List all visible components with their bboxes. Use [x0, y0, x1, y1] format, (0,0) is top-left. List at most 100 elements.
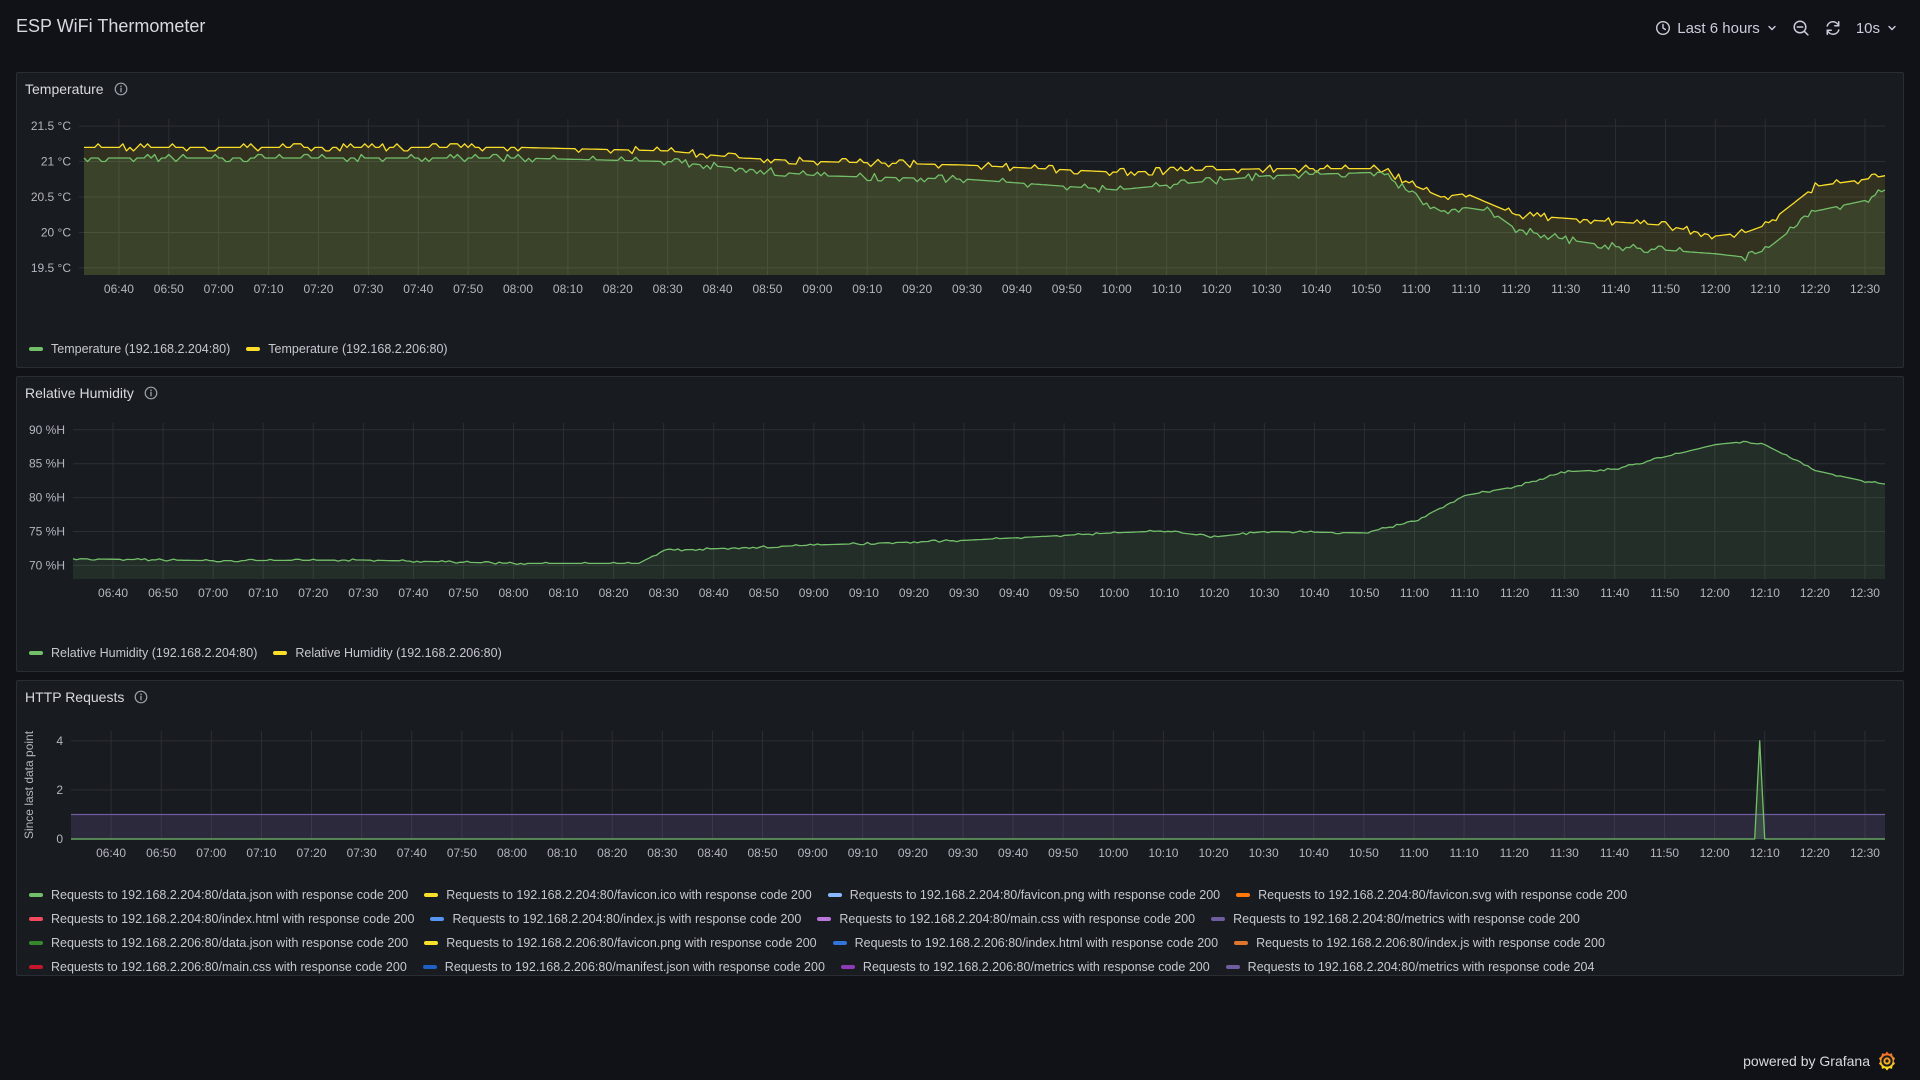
- legend-label: Requests to 192.168.2.206:80/index.html …: [854, 936, 1219, 950]
- legend-item[interactable]: Requests to 192.168.2.204:80/favicon.ico…: [424, 888, 812, 902]
- series-line[interactable]: [71, 740, 1885, 840]
- x-tick-label: 06:50: [146, 846, 176, 860]
- x-tick-label: 09:30: [948, 846, 978, 860]
- panel-title-bar[interactable]: HTTP Requests: [25, 689, 148, 705]
- x-tick-label: 12:00: [1700, 846, 1730, 860]
- x-tick-label: 09:20: [898, 846, 928, 860]
- legend-color-swatch: [827, 893, 842, 897]
- temperature-panel: Temperature 21.5 °C 21 °C 20.5 °C 20 °C 19.5…: [16, 72, 1904, 368]
- x-tick-label: 11:50: [1650, 586, 1679, 600]
- series-line[interactable]: [72, 440, 1886, 566]
- humidity-chart[interactable]: 90 %H 85 %H 80 %H 75 %H 70 %H 06:40 06:50 07:00…: [17, 403, 1903, 673]
- info-icon[interactable]: [114, 82, 128, 96]
- y-tick-label: 4: [56, 734, 63, 748]
- legend-color-swatch: [246, 347, 261, 351]
- legend-item[interactable]: Relative Humidity (192.168.2.206:80): [273, 646, 502, 660]
- legend-item[interactable]: Requests to 192.168.2.206:80/manifest.js…: [422, 960, 825, 974]
- panel-title: Relative Humidity: [25, 385, 134, 401]
- legend-item[interactable]: Relative Humidity (192.168.2.204:80): [29, 646, 257, 660]
- temperature-chart[interactable]: 21.5 °C 21 °C 20.5 °C 20 °C 19.5 °C 06:40 06:5…: [17, 99, 1903, 369]
- series-line[interactable]: [83, 153, 1886, 262]
- refresh-interval-picker[interactable]: 10s: [1856, 14, 1898, 42]
- legend-item[interactable]: Requests to 192.168.2.204:80/favicon.svg…: [1236, 888, 1627, 902]
- legend-item[interactable]: Requests to 192.168.2.204:80/metrics wit…: [1211, 912, 1580, 926]
- legend-item[interactable]: Requests to 192.168.2.206:80/index.html …: [832, 936, 1219, 950]
- x-tick-label: 12:10: [1750, 586, 1780, 600]
- x-tick-label: 09:20: [899, 586, 929, 600]
- refresh-icon: [1826, 21, 1840, 35]
- legend-color-swatch: [29, 917, 43, 921]
- y-tick-label: 90 %H: [29, 423, 65, 437]
- x-tick-label: 10:40: [1299, 846, 1329, 860]
- x-tick-label: 09:40: [999, 586, 1029, 600]
- legend-color-swatch: [29, 965, 43, 969]
- dashboard-header: ESP WiFi Thermometer Last 6 hours 10s: [0, 0, 1920, 56]
- x-tick-label: 07:50: [448, 586, 478, 600]
- time-range-picker[interactable]: Last 6 hours: [1655, 14, 1778, 42]
- x-tick-label: 11:00: [1400, 586, 1429, 600]
- panel-title-bar[interactable]: Temperature: [25, 81, 128, 97]
- legend-item[interactable]: Requests to 192.168.2.204:80/index.js wi…: [430, 912, 801, 926]
- humidity-panel: Relative Humidity 90 %H 85 %H 80 %H 75 %H 70…: [16, 376, 1904, 672]
- legend-color-swatch: [832, 941, 847, 945]
- legend-item[interactable]: Requests to 192.168.2.206:80/metrics wit…: [840, 960, 1210, 974]
- x-tick-label: 11:20: [1500, 846, 1529, 860]
- x-tick-label: 10:30: [1249, 846, 1279, 860]
- http-requests-panel: HTTP Requests 4 2 0 06:40 06:50 07:00 07:10 07:…: [16, 680, 1904, 976]
- legend-label: Requests to 192.168.2.206:80/index.js wi…: [1256, 936, 1605, 950]
- x-tick-label: 11:10: [1451, 282, 1480, 296]
- x-tick-label: 10:20: [1201, 282, 1231, 296]
- legend-item[interactable]: Requests to 192.168.2.204:80/data.json w…: [29, 888, 408, 902]
- series-area: [84, 154, 1885, 275]
- dashboard-title: ESP WiFi Thermometer: [16, 16, 206, 36]
- x-tick-label: 11:30: [1550, 586, 1579, 600]
- legend-item[interactable]: Requests to 192.168.2.206:80/data.json w…: [29, 936, 408, 950]
- x-tick-label: 11:00: [1401, 282, 1430, 296]
- x-tick-label: 10:00: [1098, 846, 1128, 860]
- chevron-down-icon: [1888, 25, 1896, 31]
- legend-color-swatch: [1211, 917, 1226, 921]
- legend-item[interactable]: Temperature (192.168.2.206:80): [246, 342, 448, 356]
- legend-item[interactable]: Requests to 192.168.2.204:80/favicon.png…: [827, 888, 1220, 902]
- x-tick-label: 11:20: [1500, 586, 1529, 600]
- legend-item[interactable]: Requests to 192.168.2.206:80/main.css wi…: [29, 960, 407, 974]
- legend-item[interactable]: Requests to 192.168.2.204:80/main.css wi…: [817, 912, 1195, 926]
- legend-item[interactable]: Requests to 192.168.2.204:80/index.html …: [29, 912, 414, 926]
- x-tick-label: 11:40: [1600, 586, 1629, 600]
- legend-row: Requests to 192.168.2.204:80/data.json w…: [29, 883, 1627, 907]
- x-tick-label: 07:10: [254, 282, 284, 296]
- y-tick-label: 20 °C: [41, 225, 71, 239]
- footer: powered by Grafana: [1743, 1050, 1898, 1072]
- refresh-button[interactable]: [1824, 14, 1842, 42]
- y-tick-label: 19.5 °C: [31, 261, 71, 275]
- y-tick-label: 70 %H: [29, 558, 65, 572]
- http-requests-legend[interactable]: Requests to 192.168.2.204:80/data.json w…: [29, 883, 1627, 975]
- x-tick-label: 11:10: [1450, 586, 1479, 600]
- legend-item[interactable]: Temperature (192.168.2.204:80): [29, 342, 230, 356]
- legend-item[interactable]: Requests to 192.168.2.206:80/favicon.png…: [424, 936, 817, 950]
- legend-label: Requests to 192.168.2.206:80/metrics wit…: [862, 960, 1210, 974]
- legend-item[interactable]: Requests to 192.168.2.204:80/metrics wit…: [1225, 960, 1594, 974]
- x-tick-label: 08:00: [497, 846, 527, 860]
- x-tick-label: 11:00: [1399, 846, 1428, 860]
- x-tick-label: 09:20: [902, 282, 932, 296]
- legend-color-swatch: [273, 651, 288, 655]
- legend-color-swatch: [840, 965, 855, 969]
- x-tick-label: 08:10: [549, 586, 579, 600]
- legend-color-swatch: [1225, 965, 1240, 969]
- series-line[interactable]: [84, 143, 1886, 240]
- x-tick-label: 10:10: [1152, 282, 1182, 296]
- x-tick-label: 07:50: [453, 282, 483, 296]
- panel-title-bar[interactable]: Relative Humidity: [25, 385, 158, 401]
- series-area: [73, 441, 1885, 579]
- http-requests-chart[interactable]: 4 2 0 06:40 06:50 07:00 07:10 07:20 07:30 07:40 07…: [17, 707, 1903, 917]
- info-icon[interactable]: [144, 386, 158, 400]
- x-tick-label: 06:50: [148, 586, 178, 600]
- y-tick-label: 20.5 °C: [31, 190, 71, 204]
- x-tick-label: 11:30: [1550, 846, 1579, 860]
- x-tick-label: 07:00: [198, 586, 228, 600]
- x-tick-label: 08:30: [649, 586, 679, 600]
- info-icon[interactable]: [134, 690, 148, 704]
- zoom-out-button[interactable]: [1792, 14, 1810, 42]
- legend-item[interactable]: Requests to 192.168.2.206:80/index.js wi…: [1234, 936, 1605, 950]
